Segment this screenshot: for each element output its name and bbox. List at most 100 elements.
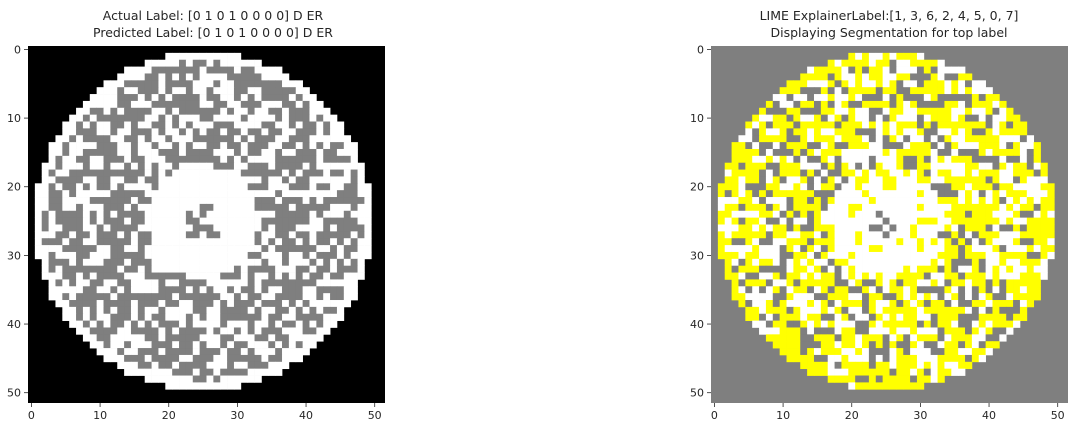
heatmap-cell [745,245,753,253]
heatmap-cell [213,128,221,136]
heatmap-cell [343,142,352,150]
heatmap-cell [124,293,132,301]
heatmap-cell [233,375,242,383]
heatmap-cell [882,114,890,122]
heatmap-cell [731,265,739,273]
heatmap-cell [330,162,338,170]
heatmap-cell [759,183,767,191]
heatmap-cell [820,245,829,253]
heatmap-cell [965,334,973,342]
heatmap-cell [1019,183,1028,191]
heatmap-cell [268,197,276,205]
heatmap-cell [772,148,781,157]
heatmap-cell [752,272,760,280]
heatmap-cell [247,354,255,363]
heatmap-cell [261,128,269,136]
heatmap-cell [786,313,794,321]
heatmap-cell [62,279,70,287]
heatmap-cell [89,155,98,164]
heatmap-cell [930,80,938,88]
heatmap-cell [752,238,760,246]
heatmap-cell [282,341,290,349]
heatmap-cell [110,183,118,191]
heatmap-cell [889,361,897,370]
heatmap-cell [882,59,890,67]
heatmap-cell [759,155,767,164]
heatmap-cell [172,73,180,81]
heatmap-cell [130,279,139,287]
heatmap-cell [765,313,774,321]
heatmap-cell [978,169,986,177]
heatmap-cell [206,121,214,129]
heatmap-cell [206,300,214,308]
heatmap-cell [275,128,283,136]
heatmap-cell [841,176,849,184]
heatmap-cell [779,94,787,102]
heatmap-cell [55,162,63,170]
heatmap-cell [158,107,166,116]
heatmap-cell [910,361,918,370]
heatmap-cell [117,176,125,184]
heatmap-cell [350,293,358,301]
heatmap-cell [765,148,774,157]
heatmap-cell [841,142,849,150]
heatmap-cell [247,334,255,342]
heatmap-cell [1040,162,1048,170]
heatmap-cell [151,334,159,342]
heatmap-cell [868,245,877,253]
heatmap-cell [62,265,70,273]
heatmap-cell [309,224,317,232]
heatmap-cell [227,382,235,390]
heatmap-cell [117,135,125,143]
heatmap-cell [288,162,297,170]
heatmap-cell [192,245,200,253]
heatmap-cell [779,272,787,280]
heatmap-cell [1026,279,1035,287]
heatmap-cell [103,210,111,218]
heatmap-cell [62,272,70,280]
heatmap-cell [813,258,822,267]
heatmap-cell [309,107,317,116]
heatmap-cell [820,148,829,157]
heatmap-cell [130,107,139,116]
heatmap-cell [151,59,159,67]
heatmap-cell [302,334,310,342]
heatmap-cell [731,190,739,198]
heatmap-cell [992,327,1000,335]
heatmap-cell [268,176,276,184]
heatmap-cell [165,100,173,109]
heatmap-cell [724,190,732,198]
heatmap-cell [786,272,794,280]
heatmap-cell [192,52,200,61]
heatmap-cell [41,169,49,177]
heatmap-cell [336,224,345,232]
heatmap-cell [62,135,70,143]
heatmap-cell [779,142,787,150]
heatmap-cell [240,87,249,95]
heatmap-cell [1019,258,1028,267]
heatmap-cell [827,135,835,143]
heatmap-cell [889,341,897,349]
heatmap-cell [910,128,918,136]
heatmap-cell [827,293,835,301]
heatmap-cell [820,279,829,287]
heatmap-cell [323,300,331,308]
heatmap-cell [137,210,146,218]
heatmap-cell [882,128,890,136]
heatmap-cell [165,217,173,225]
heatmap-cell [302,155,310,164]
heatmap-cell [937,107,945,116]
heatmap-cell [1033,265,1041,273]
heatmap-cell [192,217,200,225]
heatmap-cell [227,107,235,116]
heatmap-cell [862,279,870,287]
heatmap-cell [220,107,228,116]
heatmap-cell [965,361,973,370]
heatmap-cell [130,66,139,74]
heatmap-cell [130,306,139,315]
heatmap-cell [295,183,303,191]
heatmap-cell [144,238,152,246]
heatmap-cell [889,135,897,143]
heatmap-cell [731,210,739,218]
heatmap-cell [275,293,283,301]
